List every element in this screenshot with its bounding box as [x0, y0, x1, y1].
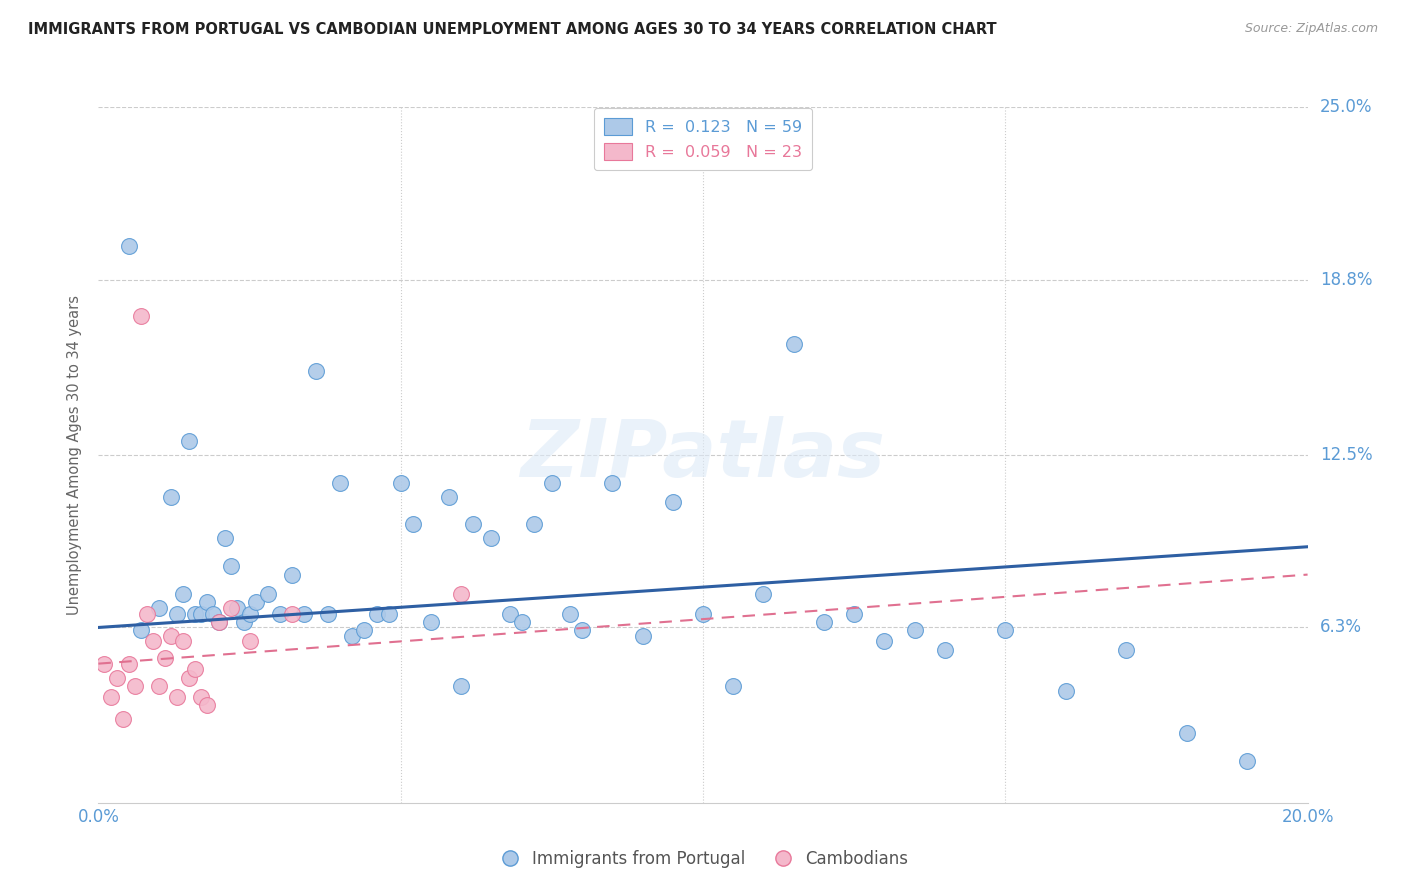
Point [1115, 642, 1137, 657]
Point [540, 475, 562, 490]
Point [994, 624, 1017, 638]
Point [602, 475, 624, 490]
Text: Source: ZipAtlas.com: Source: ZipAtlas.com [1244, 22, 1378, 36]
Point [118, 239, 141, 253]
Point [281, 567, 304, 582]
Point [190, 607, 212, 621]
Point [366, 607, 388, 621]
Point [752, 587, 775, 601]
Point [481, 532, 503, 546]
Point [904, 624, 927, 638]
Point [463, 517, 485, 532]
Point [166, 690, 188, 704]
Text: 12.5%: 12.5% [1320, 446, 1372, 464]
Point [208, 615, 231, 629]
Point [124, 679, 146, 693]
Point [305, 364, 328, 378]
Point [129, 624, 152, 638]
Point [184, 662, 207, 676]
Point [437, 490, 460, 504]
Point [208, 615, 231, 629]
Point [342, 629, 364, 643]
Point [419, 615, 441, 629]
Point [166, 607, 188, 621]
Point [1236, 754, 1258, 768]
Point [214, 532, 236, 546]
Point [402, 517, 425, 532]
Point [269, 607, 291, 621]
Point [523, 517, 546, 532]
Point [782, 336, 804, 351]
Point [873, 634, 896, 648]
Point [353, 624, 375, 638]
Point [177, 434, 201, 448]
Point [111, 712, 134, 726]
Point [148, 679, 170, 693]
Point [844, 607, 866, 621]
Point [232, 615, 254, 629]
Point [153, 651, 176, 665]
Point [177, 671, 201, 685]
Point [190, 690, 212, 704]
Point [292, 607, 315, 621]
Point [389, 475, 412, 490]
Point [281, 607, 304, 621]
Point [226, 601, 249, 615]
Point [571, 624, 593, 638]
Point [721, 679, 744, 693]
Y-axis label: Unemployment Among Ages 30 to 34 years: Unemployment Among Ages 30 to 34 years [67, 295, 83, 615]
Point [160, 490, 183, 504]
Point [100, 690, 122, 704]
Point [160, 629, 183, 643]
Text: 6.3%: 6.3% [1320, 618, 1361, 637]
Point [692, 607, 714, 621]
Point [239, 607, 262, 621]
Point [813, 615, 835, 629]
Point [498, 607, 520, 621]
Text: 18.8%: 18.8% [1320, 270, 1372, 289]
Point [1054, 684, 1077, 698]
Point [148, 601, 170, 615]
Point [195, 595, 218, 609]
Point [934, 642, 956, 657]
Text: IMMIGRANTS FROM PORTUGAL VS CAMBODIAN UNEMPLOYMENT AMONG AGES 30 TO 34 YEARS COR: IMMIGRANTS FROM PORTUGAL VS CAMBODIAN UN… [28, 22, 997, 37]
Point [221, 601, 243, 615]
Point [510, 615, 533, 629]
Point [135, 607, 157, 621]
Point [1175, 726, 1198, 740]
Text: 25.0%: 25.0% [1320, 98, 1372, 116]
Point [661, 495, 683, 509]
Point [245, 595, 267, 609]
Point [329, 475, 352, 490]
Point [172, 634, 194, 648]
Point [450, 587, 472, 601]
Point [105, 671, 128, 685]
Point [129, 309, 152, 323]
Point [93, 657, 115, 671]
Legend: Immigrants from Portugal, Cambodians: Immigrants from Portugal, Cambodians [491, 843, 915, 874]
Point [184, 607, 207, 621]
Point [631, 629, 654, 643]
Point [450, 679, 472, 693]
Point [239, 634, 262, 648]
Point [118, 657, 141, 671]
Point [377, 607, 399, 621]
Point [221, 559, 243, 574]
Point [202, 607, 225, 621]
Point [316, 607, 339, 621]
Point [142, 634, 165, 648]
Point [558, 607, 581, 621]
Text: ZIPatlas: ZIPatlas [520, 416, 886, 494]
Point [172, 587, 194, 601]
Point [195, 698, 218, 713]
Point [256, 587, 278, 601]
